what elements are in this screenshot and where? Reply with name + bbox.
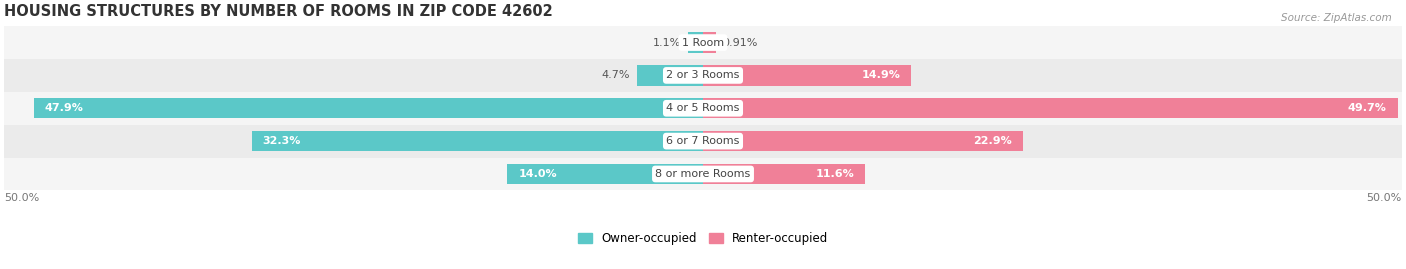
Bar [703,65,911,86]
Text: 2 or 3 Rooms: 2 or 3 Rooms [666,70,740,80]
Text: HOUSING STRUCTURES BY NUMBER OF ROOMS IN ZIP CODE 42602: HOUSING STRUCTURES BY NUMBER OF ROOMS IN… [4,4,553,19]
Text: 11.6%: 11.6% [815,169,853,179]
Text: 22.9%: 22.9% [973,136,1012,146]
Text: 14.9%: 14.9% [862,70,900,80]
Bar [4,158,1402,190]
Text: 50.0%: 50.0% [4,193,39,203]
Text: 6 or 7 Rooms: 6 or 7 Rooms [666,136,740,146]
Bar [637,65,703,86]
Text: 1.1%: 1.1% [652,38,681,48]
Text: Source: ZipAtlas.com: Source: ZipAtlas.com [1281,13,1392,23]
Bar [703,32,716,53]
Bar [703,98,1398,118]
Bar [703,164,865,184]
Text: 8 or more Rooms: 8 or more Rooms [655,169,751,179]
Text: 14.0%: 14.0% [519,169,557,179]
Text: 50.0%: 50.0% [1367,193,1402,203]
Bar [508,164,703,184]
Bar [688,32,703,53]
Text: 4.7%: 4.7% [602,70,630,80]
Bar [4,125,1402,158]
Bar [4,26,1402,59]
Text: 4 or 5 Rooms: 4 or 5 Rooms [666,103,740,113]
Text: 49.7%: 49.7% [1347,103,1386,113]
Bar [34,98,703,118]
Legend: Owner-occupied, Renter-occupied: Owner-occupied, Renter-occupied [572,227,834,250]
Bar [4,92,1402,125]
Text: 0.91%: 0.91% [723,38,758,48]
Bar [4,59,1402,92]
Bar [252,131,703,151]
Text: 1 Room: 1 Room [682,38,724,48]
Text: 47.9%: 47.9% [45,103,83,113]
Bar [703,131,1024,151]
Text: 32.3%: 32.3% [263,136,301,146]
